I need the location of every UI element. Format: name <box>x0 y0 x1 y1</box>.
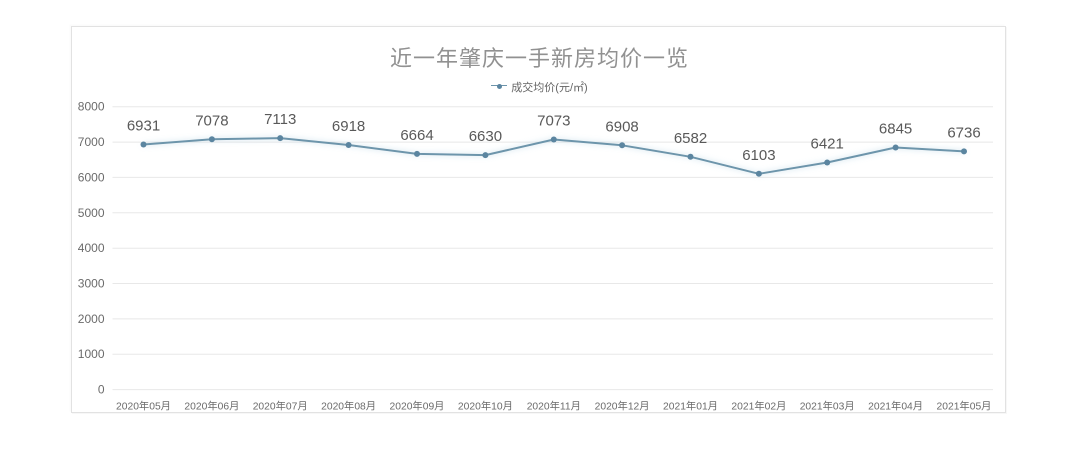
svg-text:6664: 6664 <box>400 127 433 144</box>
svg-text:2021年04月: 2021年04月 <box>868 400 923 413</box>
svg-text:6918: 6918 <box>332 118 365 135</box>
svg-text:2020年07月: 2020年07月 <box>253 400 308 413</box>
svg-text:6000: 6000 <box>78 170 105 184</box>
svg-text:6582: 6582 <box>674 130 707 147</box>
svg-text:2021年01月: 2021年01月 <box>663 400 718 413</box>
svg-text:0: 0 <box>98 383 105 397</box>
svg-text:2020年05月: 2020年05月 <box>116 400 171 413</box>
svg-text:2020年06月: 2020年06月 <box>184 400 239 413</box>
svg-text:3000: 3000 <box>78 277 105 291</box>
svg-text:7073: 7073 <box>537 113 570 130</box>
svg-text:7113: 7113 <box>264 111 296 128</box>
svg-text:6421: 6421 <box>811 136 844 153</box>
svg-text:4000: 4000 <box>78 241 105 255</box>
svg-text:6908: 6908 <box>605 118 638 135</box>
svg-text:7000: 7000 <box>78 135 105 149</box>
svg-text:6845: 6845 <box>879 121 912 138</box>
svg-text:2020年12月: 2020年12月 <box>595 400 650 413</box>
svg-text:2020年11月: 2020年11月 <box>527 400 581 413</box>
svg-text:6630: 6630 <box>469 128 502 145</box>
svg-text:8000: 8000 <box>78 100 105 114</box>
svg-text:5000: 5000 <box>78 206 105 220</box>
svg-text:6736: 6736 <box>947 124 980 141</box>
svg-text:7078: 7078 <box>195 112 228 129</box>
svg-text:2021年02月: 2021年02月 <box>731 400 786 413</box>
svg-text:2020年10月: 2020年10月 <box>458 400 513 413</box>
svg-text:1000: 1000 <box>78 347 105 361</box>
svg-text:2020年09月: 2020年09月 <box>390 400 445 413</box>
svg-text:6931: 6931 <box>127 118 160 135</box>
svg-text:2000: 2000 <box>78 312 105 326</box>
svg-text:6103: 6103 <box>742 147 775 164</box>
svg-text:2021年05月: 2021年05月 <box>937 400 992 413</box>
svg-text:2021年03月: 2021年03月 <box>800 400 855 413</box>
svg-text:2020年08月: 2020年08月 <box>321 400 376 413</box>
